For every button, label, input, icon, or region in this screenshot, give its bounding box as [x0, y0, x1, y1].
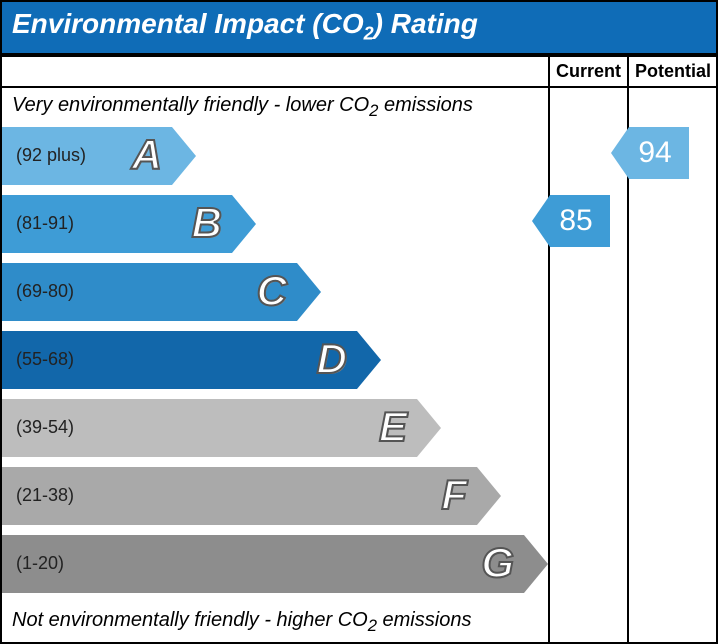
eir-chart: Environmental Impact (CO2) Rating Curren…: [0, 0, 718, 644]
band-letter-A: A: [132, 131, 162, 179]
potential-marker-value: 94: [629, 127, 689, 179]
band-range-D: (55-68): [16, 349, 74, 370]
band-body-F: (21-38) F: [2, 467, 477, 525]
band-letter-D: D: [317, 335, 347, 383]
band-chevron-E: [417, 399, 441, 457]
band-G: (1-20) G: [2, 535, 548, 593]
band-body-G: (1-20) G: [2, 535, 524, 593]
header-potential: Potential: [628, 56, 717, 87]
potential-marker: 94: [611, 127, 689, 179]
band-body-A: (92 plus) A: [2, 127, 172, 185]
band-E: (39-54) E: [2, 399, 548, 457]
caption-top: Very environmentally friendly - lower CO…: [2, 88, 548, 127]
band-B: (81-91) B: [2, 195, 548, 253]
chart-title: Environmental Impact (CO2) Rating: [2, 2, 716, 55]
band-body-C: (69-80) C: [2, 263, 297, 321]
band-A: (92 plus) A: [2, 127, 548, 185]
band-range-A: (92 plus): [16, 145, 86, 166]
header-blank: [2, 56, 549, 87]
band-letter-C: C: [257, 267, 287, 315]
header-current: Current: [549, 56, 628, 87]
band-letter-B: B: [192, 199, 222, 247]
band-letter-G: G: [481, 539, 514, 587]
current-marker-value: 85: [550, 195, 610, 247]
band-range-E: (39-54): [16, 417, 74, 438]
band-range-B: (81-91): [16, 213, 74, 234]
band-chevron-A: [172, 127, 196, 185]
band-chevron-F: [477, 467, 501, 525]
caption-bottom: Not environmentally friendly - higher CO…: [2, 603, 548, 642]
band-D: (55-68) D: [2, 331, 548, 389]
band-body-B: (81-91) B: [2, 195, 232, 253]
band-letter-F: F: [441, 471, 467, 519]
band-F: (21-38) F: [2, 467, 548, 525]
band-chevron-D: [357, 331, 381, 389]
band-range-C: (69-80): [16, 281, 74, 302]
potential-marker-notch: [611, 127, 629, 179]
chart-table: Current Potential Very environmentally f…: [2, 55, 717, 642]
current-marker: 85: [532, 195, 610, 247]
band-chevron-C: [297, 263, 321, 321]
band-range-G: (1-20): [16, 553, 64, 574]
current-marker-notch: [532, 195, 550, 247]
band-chevron-G: [524, 535, 548, 593]
potential-column: 94: [628, 87, 717, 642]
band-letter-E: E: [379, 403, 407, 451]
band-body-E: (39-54) E: [2, 399, 417, 457]
band-chevron-B: [232, 195, 256, 253]
band-body-D: (55-68) D: [2, 331, 357, 389]
band-range-F: (21-38): [16, 485, 74, 506]
bands-cell: Very environmentally friendly - lower CO…: [2, 87, 549, 642]
band-C: (69-80) C: [2, 263, 548, 321]
bands-container: (92 plus) A (81-91) B (69-80) C (55-68) D (39-54…: [2, 127, 548, 593]
